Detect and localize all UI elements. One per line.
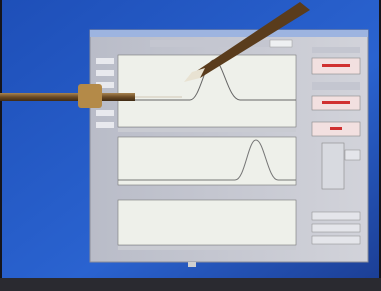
- button[interactable]: [312, 236, 360, 244]
- photo: [0, 0, 381, 291]
- button-text-blur: [322, 101, 350, 104]
- monitor-logo: [188, 262, 196, 267]
- field[interactable]: [96, 110, 114, 116]
- probe-connector: [78, 84, 102, 108]
- plot-middle: [118, 137, 296, 185]
- header-field[interactable]: [270, 40, 292, 47]
- field[interactable]: [96, 122, 114, 128]
- plot-bottom: [118, 200, 296, 250]
- monitor-bottom: [0, 278, 381, 291]
- plot-area: [118, 200, 296, 245]
- probe-rod: [0, 93, 135, 101]
- button-text-blur: [322, 64, 350, 67]
- app-window: [90, 30, 368, 262]
- panel-label: [312, 47, 360, 53]
- button[interactable]: [312, 212, 360, 220]
- x-axis-strip: [118, 128, 296, 132]
- field[interactable]: [96, 70, 114, 76]
- plot-area: [118, 137, 296, 185]
- selector-box[interactable]: [322, 143, 344, 189]
- panel-label: [312, 82, 360, 90]
- page: (() => { const data = JSON.parse(documen…: [0, 0, 381, 291]
- button-text-blur: [330, 127, 342, 130]
- field[interactable]: [96, 58, 114, 64]
- small-button[interactable]: [345, 150, 360, 160]
- button[interactable]: [312, 224, 360, 232]
- title-bar: [90, 30, 368, 37]
- x-axis-strip: [118, 246, 296, 250]
